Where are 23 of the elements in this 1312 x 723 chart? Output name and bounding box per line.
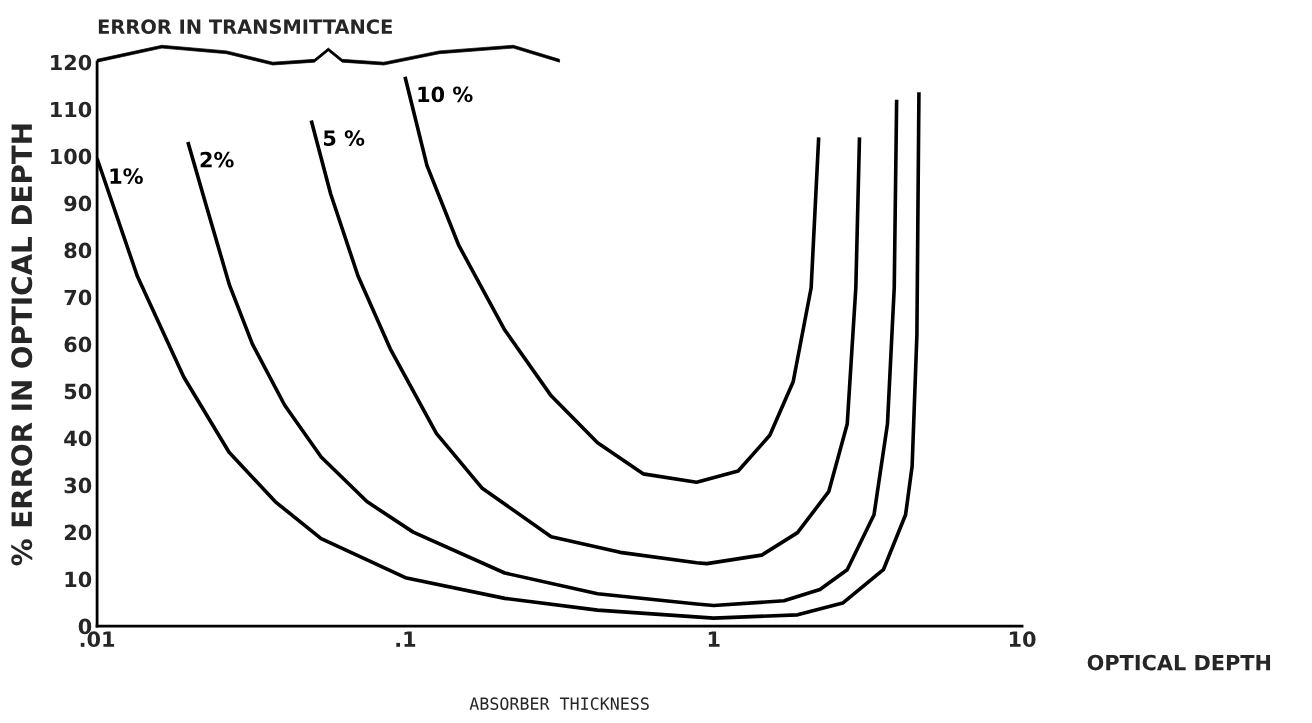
y-tick-label: 120 <box>51 54 92 71</box>
series-label: 1% <box>110 168 143 185</box>
y-tick-label: 90 <box>64 195 92 212</box>
series-label: 10 % <box>418 86 473 103</box>
x-tick-label: .1 <box>396 631 416 647</box>
y-tick-label: 20 <box>64 524 92 541</box>
y-axis-title: % ERROR IN OPTICAL DEPTH <box>11 124 33 566</box>
series-label: 5 % <box>323 130 365 146</box>
y-tick-label: 50 <box>64 383 92 400</box>
text: ABSORBER THICKNESS <box>469 697 649 710</box>
x-tick-label: 1 <box>708 631 720 647</box>
y-tick-label: 10 <box>65 571 92 588</box>
y-tick-label: 80 <box>64 242 92 259</box>
x-tick-label: 10 <box>1009 631 1036 648</box>
y-tick-label: 110 <box>51 101 92 118</box>
y-tick-label: 70 <box>64 289 92 306</box>
y-tick-label: 100 <box>51 148 92 165</box>
y-tick-label: 60 <box>64 336 92 353</box>
y-tick-label: 40 <box>64 430 92 447</box>
y-tick-label: 30 <box>64 477 92 494</box>
x-axis-title: OPTICAL DEPTH <box>1087 654 1271 671</box>
series-label: 2% <box>200 151 234 168</box>
text: ERROR IN TRANSMITTANCE <box>98 19 392 34</box>
